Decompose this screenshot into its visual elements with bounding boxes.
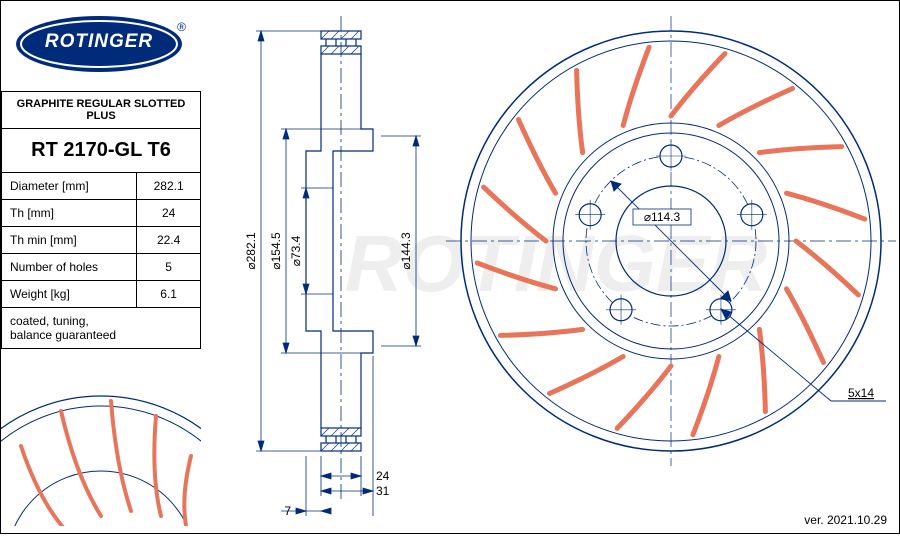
table-row: Th min [mm]22.4 — [2, 227, 201, 254]
spec-label: Th [mm] — [2, 200, 137, 227]
spec-value: 6.1 — [137, 281, 201, 308]
table-row: Diameter [mm]282.1 — [2, 173, 201, 200]
spec-value: 24 — [137, 200, 201, 227]
dim-bore: ⌀73.4 — [289, 235, 303, 266]
spec-table: GRAPHITE REGULAR SLOTTED PLUS RT 2170-GL… — [1, 91, 201, 349]
spec-value: 282.1 — [137, 173, 201, 200]
dim-overall: 31 — [376, 484, 390, 498]
spec-value: 22.4 — [137, 227, 201, 254]
dim-diameter: ⌀282.1 — [244, 232, 258, 270]
technical-drawing: ROTINGER — [211, 1, 900, 535]
disc-preview — [1, 386, 201, 526]
spec-label: Weight [kg] — [2, 281, 137, 308]
table-row: Number of holes5 — [2, 254, 201, 281]
dim-offset: 7 — [284, 504, 291, 518]
table-row: Weight [kg]6.1 — [2, 281, 201, 308]
brand-logo: ROTINGER ® — [9, 9, 189, 79]
product-title: GRAPHITE REGULAR SLOTTED PLUS — [2, 92, 201, 129]
table-row: Th [mm]24 — [2, 200, 201, 227]
dim-hat-od: ⌀154.5 — [269, 232, 283, 270]
registered-mark: ® — [177, 20, 186, 34]
brand-name: ROTINGER — [14, 31, 184, 53]
spec-value: 5 — [137, 254, 201, 281]
dim-pcd-side: ⌀144.3 — [399, 232, 413, 270]
spec-label: Th min [mm] — [2, 227, 137, 254]
spec-label: Number of holes — [2, 254, 137, 281]
dim-thickness: 24 — [376, 469, 390, 483]
version-label: ver. 2021.10.29 — [804, 513, 887, 527]
footer-note: coated, tuning, balance guaranteed — [2, 308, 201, 349]
spec-label: Diameter [mm] — [2, 173, 137, 200]
dim-bolt: 5x14 — [848, 386, 874, 400]
part-number: RT 2170-GL T6 — [2, 129, 201, 173]
dim-pcd: ⌀114.3 — [644, 210, 681, 224]
